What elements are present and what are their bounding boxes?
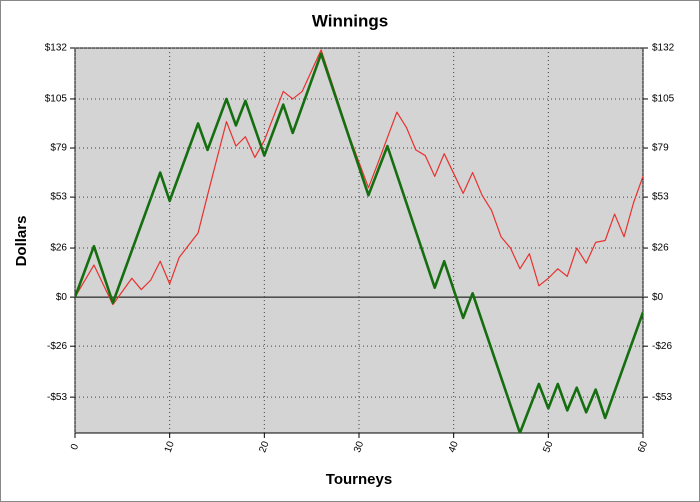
y-axis-title: Dollars [13, 216, 30, 267]
y-tick-label: $26 [50, 243, 67, 254]
y2-tick-label: -$26 [652, 341, 672, 352]
data-line [75, 52, 643, 433]
y2-tick-label: $105 [652, 94, 675, 105]
y-tick-label: -$26 [47, 341, 67, 352]
chart-title: Winnings [312, 11, 388, 30]
y-tick-label: $79 [50, 143, 67, 154]
x-tick-label: 40 [447, 440, 461, 455]
y-tick-label: $105 [45, 94, 68, 105]
y2-tick-label: $26 [652, 243, 669, 254]
y-tick-label: $0 [56, 292, 68, 303]
x-tick-label: 30 [352, 440, 366, 455]
x-tick-label: 20 [257, 440, 271, 455]
data-line [75, 49, 643, 306]
y-tick-label: -$53 [47, 392, 67, 403]
y2-tick-label: $53 [652, 192, 669, 203]
y2-tick-label: $132 [652, 43, 675, 54]
y2-tick-label: $0 [652, 292, 664, 303]
x-tick-label: 50 [541, 440, 555, 455]
y2-tick-label: $79 [652, 143, 669, 154]
x-axis-title: Tourneys [326, 471, 392, 488]
y-tick-label: $132 [45, 43, 68, 54]
x-tick-label: 60 [636, 440, 650, 455]
x-tick-label: 10 [163, 440, 177, 455]
x-tick-label: 0 [69, 442, 81, 451]
y2-tick-label: -$53 [652, 392, 672, 403]
y-tick-label: $53 [50, 192, 67, 203]
